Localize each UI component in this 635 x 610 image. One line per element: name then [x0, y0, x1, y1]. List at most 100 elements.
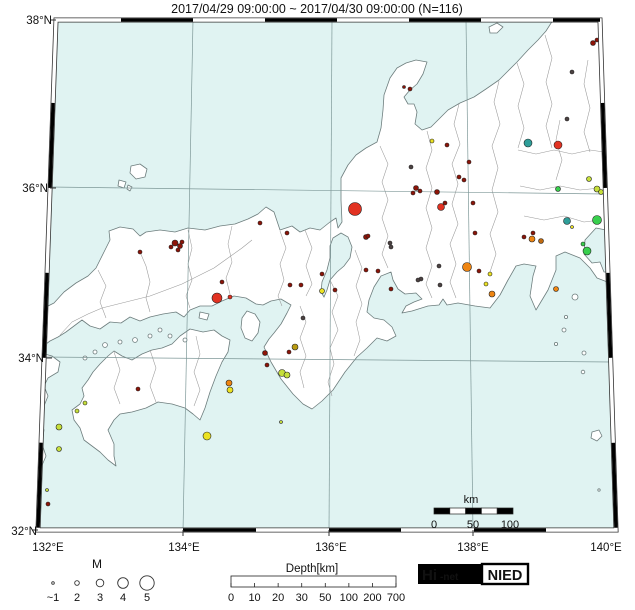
quake-dot — [55, 423, 63, 431]
scalebar-tick-label: 50 — [467, 519, 479, 531]
map-canvas — [38, 20, 616, 530]
lat-label: 34°N — [18, 353, 44, 365]
quake-dot — [171, 239, 179, 247]
quake-dot — [408, 164, 414, 170]
magnitude-legend-label: 5 — [144, 592, 150, 604]
quake-dot — [82, 400, 88, 406]
magnitude-legend: M ~1 2 3 4 5 — [47, 557, 155, 604]
quake-dot — [177, 243, 183, 249]
axis-labels: 38°N 36°N 34°N 32°N 132°E 134°E 136°E 138°E 140°… — [11, 15, 622, 554]
quake-dot — [429, 138, 435, 144]
nied-logo-box — [480, 562, 530, 586]
quake-dot — [74, 408, 80, 414]
depth-tick-label: 50 — [319, 592, 331, 604]
quake-dot — [470, 200, 476, 206]
quake-dot — [462, 262, 472, 272]
quake-dot — [487, 271, 493, 277]
depth-tick-label: 0 — [228, 592, 234, 604]
quake-dot — [56, 446, 62, 452]
quake-dot — [598, 189, 604, 195]
scalebar-segment — [496, 507, 514, 515]
quake-dot — [363, 267, 369, 273]
quake-dot — [286, 349, 292, 355]
quake-dot — [284, 230, 290, 236]
scalebar-segment — [433, 507, 451, 515]
quake-dot — [434, 189, 440, 195]
scalebar-tick-label: 0 — [431, 519, 437, 531]
quake-dot — [283, 371, 291, 379]
quake-dot — [521, 234, 527, 240]
quake-dot — [410, 190, 416, 196]
islands-seto — [82, 311, 210, 361]
magnitude-legend-label: 2 — [74, 592, 80, 604]
quake-dot — [211, 292, 223, 304]
magnitude-legend-title: M — [92, 557, 102, 571]
islands-izu — [554, 293, 603, 492]
quake-dot — [461, 177, 467, 183]
quake-dot — [407, 86, 413, 92]
quake-dot — [291, 343, 299, 351]
lat-label: 32°N — [11, 526, 37, 538]
lat-label: 38°N — [26, 15, 52, 27]
depth-tick-label: 700 — [387, 592, 405, 604]
quake-dot — [226, 386, 234, 394]
quake-dot — [348, 202, 362, 216]
quake-dot — [298, 282, 304, 288]
quake-dot — [332, 287, 338, 293]
quake-dot — [388, 286, 394, 292]
quake-dot — [264, 362, 270, 368]
quake-dot — [287, 282, 293, 288]
quake-dot — [466, 159, 472, 165]
quake-dot — [476, 268, 482, 274]
quake-dot — [569, 69, 575, 75]
hinet-logo-hi: Hi — [422, 567, 437, 584]
quake-dot — [137, 249, 143, 255]
quake-dot — [319, 288, 325, 294]
quake-dot — [388, 244, 394, 250]
coastline-shikoku — [71, 328, 231, 467]
island-sado — [488, 22, 504, 34]
map-frame — [32, 17, 619, 536]
lake-biwa — [320, 232, 353, 298]
scalebar-segment — [481, 507, 498, 515]
lon-label: 134°E — [168, 542, 200, 554]
hinet-nied-logo: Hi -net NIED — [418, 562, 530, 586]
quake-dot — [528, 235, 536, 243]
quake-dot — [563, 217, 571, 225]
quake-dot — [483, 281, 489, 287]
quake-dot — [219, 279, 225, 285]
quake-dot — [262, 350, 268, 356]
quake-dot — [387, 240, 393, 246]
depth-tick-label: 100 — [340, 592, 358, 604]
quake-dot — [564, 116, 570, 122]
map-title: 2017/04/29 09:00:00 ~ 2017/04/30 09:00:0… — [171, 2, 463, 16]
magnitude-legend-label: 3 — [97, 592, 103, 604]
lat-label: 36°N — [22, 183, 48, 195]
lon-label: 132°E — [32, 542, 64, 554]
quake-dot — [488, 290, 496, 298]
quake-dot — [227, 294, 233, 300]
quake-dot — [472, 230, 478, 236]
coastline-honshu — [41, 20, 611, 410]
island-awaji — [240, 310, 261, 342]
quake-dot — [168, 244, 174, 250]
scalebar-segment — [465, 507, 482, 515]
quake-dot — [402, 85, 406, 89]
quake-dot — [417, 188, 423, 194]
quake-dot — [523, 138, 533, 148]
magnitude-legend-circle — [74, 580, 80, 586]
quake-dot — [553, 140, 563, 150]
quake-dot — [365, 233, 371, 239]
quake-dot — [45, 501, 51, 507]
prefecture-borders — [59, 34, 605, 407]
quake-dot — [437, 282, 443, 288]
depth-colorbar: Depth[km] 0 10 20 30 50 100 200 700 — [228, 563, 405, 604]
hinet-logo-box — [418, 564, 482, 584]
quake-dot — [538, 238, 544, 244]
quake-dot — [580, 241, 586, 247]
quake-dot — [586, 176, 592, 182]
lon-label: 140°E — [590, 542, 622, 554]
quake-dot — [415, 277, 421, 283]
quake-dot — [175, 247, 181, 253]
